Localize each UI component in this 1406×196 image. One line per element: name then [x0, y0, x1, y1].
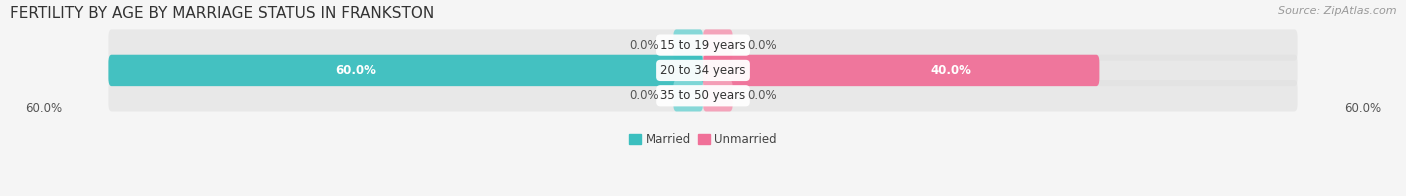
- Text: FERTILITY BY AGE BY MARRIAGE STATUS IN FRANKSTON: FERTILITY BY AGE BY MARRIAGE STATUS IN F…: [10, 6, 434, 21]
- FancyBboxPatch shape: [108, 55, 703, 86]
- Text: Source: ZipAtlas.com: Source: ZipAtlas.com: [1278, 6, 1396, 16]
- Text: 0.0%: 0.0%: [748, 39, 778, 52]
- FancyBboxPatch shape: [703, 80, 733, 112]
- Text: 0.0%: 0.0%: [628, 89, 658, 102]
- Text: 0.0%: 0.0%: [748, 89, 778, 102]
- Legend: Married, Unmarried: Married, Unmarried: [624, 128, 782, 151]
- Text: 20 to 34 years: 20 to 34 years: [661, 64, 745, 77]
- Text: 35 to 50 years: 35 to 50 years: [661, 89, 745, 102]
- FancyBboxPatch shape: [108, 29, 1298, 61]
- Text: 40.0%: 40.0%: [931, 64, 972, 77]
- Text: 0.0%: 0.0%: [628, 39, 658, 52]
- FancyBboxPatch shape: [108, 55, 1298, 86]
- FancyBboxPatch shape: [703, 55, 1099, 86]
- Text: 60.0%: 60.0%: [1344, 103, 1381, 115]
- FancyBboxPatch shape: [673, 80, 703, 112]
- Text: 60.0%: 60.0%: [336, 64, 377, 77]
- Text: 60.0%: 60.0%: [25, 103, 62, 115]
- FancyBboxPatch shape: [108, 80, 1298, 112]
- Text: 15 to 19 years: 15 to 19 years: [661, 39, 745, 52]
- FancyBboxPatch shape: [703, 29, 733, 61]
- FancyBboxPatch shape: [673, 29, 703, 61]
